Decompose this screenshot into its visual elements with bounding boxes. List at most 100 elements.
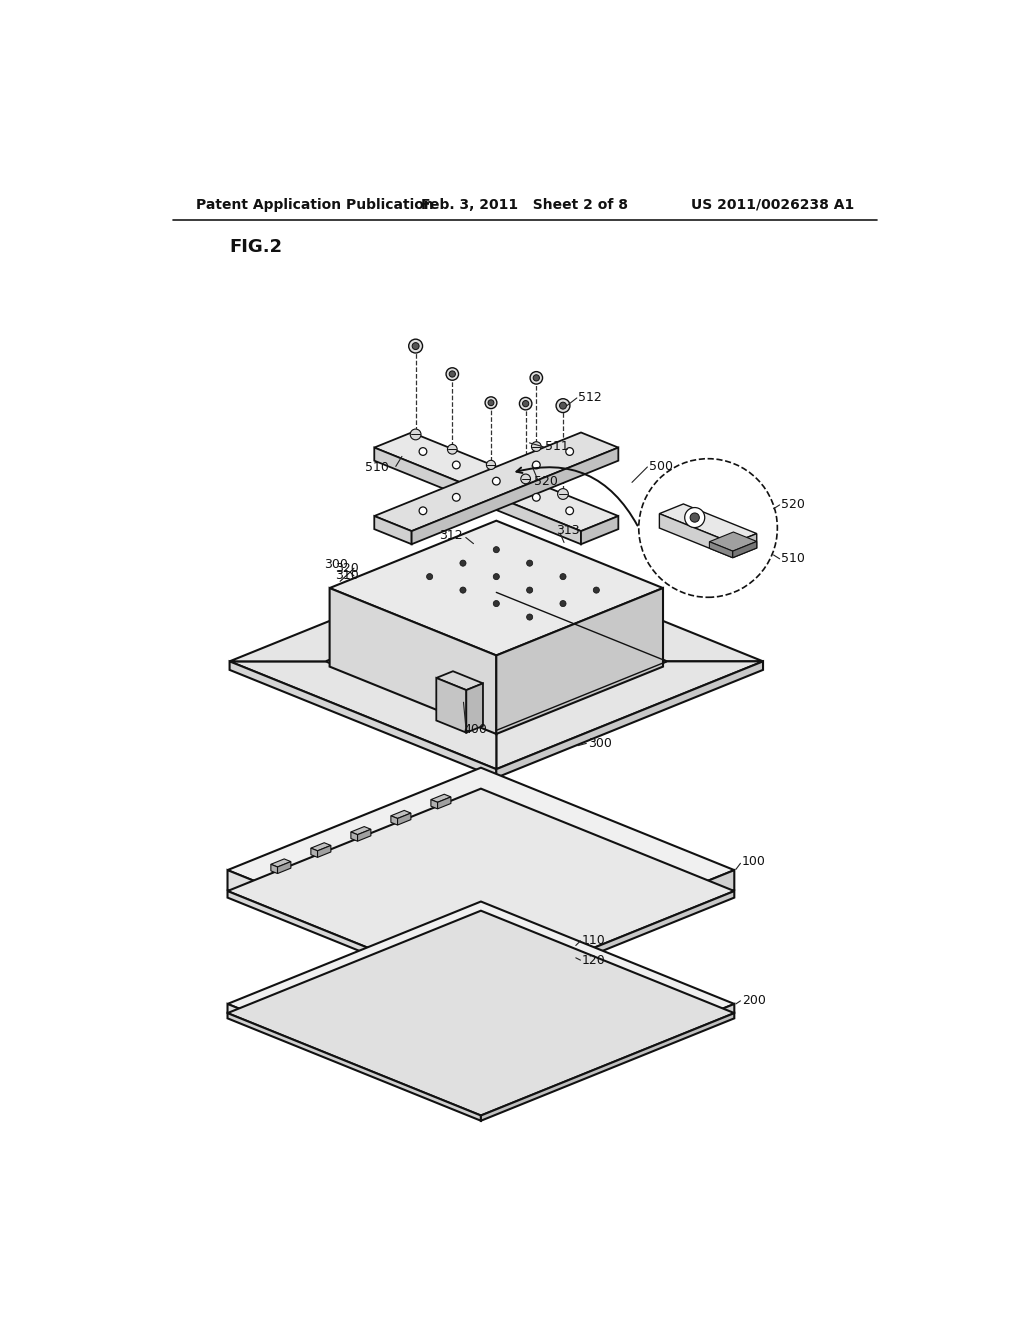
Polygon shape xyxy=(659,513,733,557)
Circle shape xyxy=(411,429,421,440)
Circle shape xyxy=(494,574,500,579)
Circle shape xyxy=(532,494,541,502)
Text: 200: 200 xyxy=(742,994,766,1007)
Polygon shape xyxy=(227,891,481,1001)
Polygon shape xyxy=(311,849,317,858)
Polygon shape xyxy=(227,911,734,1115)
Text: US 2011/0026238 A1: US 2011/0026238 A1 xyxy=(691,198,854,211)
Polygon shape xyxy=(481,1005,734,1115)
Text: Feb. 3, 2011   Sheet 2 of 8: Feb. 3, 2011 Sheet 2 of 8 xyxy=(421,198,629,211)
Polygon shape xyxy=(351,826,371,834)
Polygon shape xyxy=(330,520,663,656)
Circle shape xyxy=(531,442,541,451)
Polygon shape xyxy=(497,661,763,777)
Polygon shape xyxy=(710,541,733,557)
Polygon shape xyxy=(227,902,734,1106)
Circle shape xyxy=(494,546,500,553)
Circle shape xyxy=(409,339,423,352)
Polygon shape xyxy=(375,516,412,544)
Polygon shape xyxy=(278,862,291,874)
Polygon shape xyxy=(397,813,411,825)
Text: 100: 100 xyxy=(742,855,766,869)
Polygon shape xyxy=(497,553,763,661)
Polygon shape xyxy=(375,447,581,544)
Circle shape xyxy=(526,560,532,566)
Circle shape xyxy=(450,371,456,378)
Circle shape xyxy=(485,397,497,409)
Text: 300: 300 xyxy=(588,737,611,750)
Circle shape xyxy=(493,478,500,484)
Circle shape xyxy=(559,403,566,409)
Text: FIG.2: FIG.2 xyxy=(229,238,283,256)
Circle shape xyxy=(412,343,419,350)
Circle shape xyxy=(519,397,531,411)
Polygon shape xyxy=(271,859,291,867)
Polygon shape xyxy=(227,768,734,973)
Circle shape xyxy=(453,461,460,469)
Polygon shape xyxy=(351,832,357,841)
Text: 510: 510 xyxy=(781,552,805,565)
Circle shape xyxy=(446,368,459,380)
Text: 510: 510 xyxy=(365,462,389,474)
Circle shape xyxy=(460,560,466,566)
Polygon shape xyxy=(317,845,331,858)
Text: Patent Application Publication: Patent Application Publication xyxy=(196,198,434,211)
Circle shape xyxy=(521,474,530,483)
Polygon shape xyxy=(431,795,451,803)
Circle shape xyxy=(532,461,541,469)
Circle shape xyxy=(447,445,457,454)
Circle shape xyxy=(419,447,427,455)
Text: 500: 500 xyxy=(649,461,673,474)
Polygon shape xyxy=(229,553,497,661)
Text: 120: 120 xyxy=(582,954,606,968)
Circle shape xyxy=(556,399,570,413)
Polygon shape xyxy=(710,532,757,552)
Text: 400: 400 xyxy=(464,722,487,735)
Text: 310: 310 xyxy=(336,569,359,582)
Circle shape xyxy=(488,400,494,405)
Text: 312: 312 xyxy=(439,529,463,543)
Polygon shape xyxy=(497,661,763,770)
Circle shape xyxy=(526,614,532,620)
Circle shape xyxy=(453,494,460,502)
Text: 320: 320 xyxy=(336,562,359,574)
Circle shape xyxy=(558,488,568,499)
Circle shape xyxy=(522,400,528,407)
Circle shape xyxy=(534,375,540,381)
Polygon shape xyxy=(481,1014,734,1121)
Text: 520: 520 xyxy=(781,499,805,511)
Text: 313: 313 xyxy=(556,524,580,537)
Polygon shape xyxy=(330,589,497,734)
Circle shape xyxy=(419,507,427,515)
Polygon shape xyxy=(391,816,397,825)
Polygon shape xyxy=(357,829,371,841)
Polygon shape xyxy=(497,589,663,734)
Polygon shape xyxy=(466,684,483,733)
Polygon shape xyxy=(391,810,411,818)
Polygon shape xyxy=(733,541,757,557)
Polygon shape xyxy=(481,891,734,1001)
Circle shape xyxy=(494,601,500,607)
Circle shape xyxy=(566,507,573,515)
Polygon shape xyxy=(412,447,618,544)
Polygon shape xyxy=(436,671,483,690)
Polygon shape xyxy=(271,865,278,874)
Polygon shape xyxy=(375,433,618,531)
Polygon shape xyxy=(229,661,497,777)
Circle shape xyxy=(427,574,433,579)
Polygon shape xyxy=(375,433,618,531)
Text: 300: 300 xyxy=(324,558,348,570)
Polygon shape xyxy=(437,797,451,809)
Polygon shape xyxy=(431,800,437,809)
Text: 512: 512 xyxy=(579,392,602,404)
Circle shape xyxy=(566,447,573,455)
Polygon shape xyxy=(733,533,757,557)
Text: 110: 110 xyxy=(582,933,606,946)
Polygon shape xyxy=(227,788,734,994)
Polygon shape xyxy=(436,678,466,733)
Circle shape xyxy=(593,587,599,593)
Polygon shape xyxy=(227,1014,481,1121)
Text: 520: 520 xyxy=(534,475,557,487)
Polygon shape xyxy=(481,870,734,993)
Polygon shape xyxy=(227,870,481,993)
